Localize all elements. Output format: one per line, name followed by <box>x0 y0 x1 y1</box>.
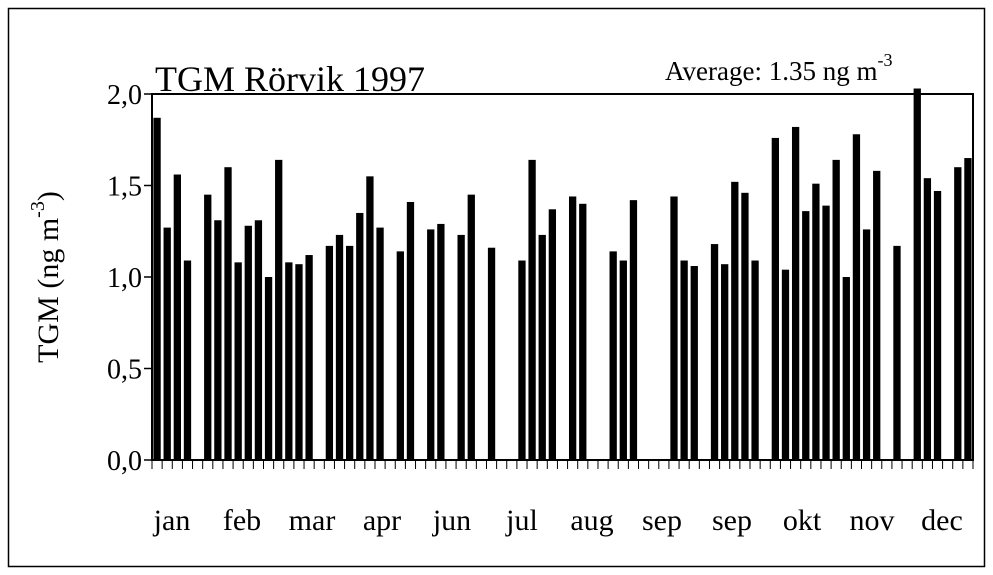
y-tick-label: 0,5 <box>107 355 142 386</box>
bar <box>528 159 536 460</box>
bar <box>518 260 526 460</box>
bar <box>964 158 972 461</box>
bar <box>427 229 435 460</box>
bar <box>183 260 192 460</box>
bar <box>234 262 242 460</box>
bar <box>670 196 678 461</box>
bar <box>396 251 404 460</box>
bar <box>781 269 790 460</box>
bar <box>457 234 465 460</box>
bar <box>295 264 303 460</box>
bar <box>224 167 232 460</box>
bar <box>721 264 729 460</box>
bar <box>153 117 161 460</box>
bar <box>751 260 759 460</box>
bar <box>305 255 313 460</box>
y-tick-label: 0,0 <box>107 446 142 477</box>
y-tick-label: 2,0 <box>107 80 142 111</box>
annotation-text: Average: 1.35 ng m <box>665 56 877 86</box>
bar <box>548 209 557 460</box>
bar <box>579 203 587 461</box>
x-label: sep <box>712 504 752 537</box>
x-label: aug <box>570 504 613 537</box>
bar <box>244 225 252 460</box>
bar <box>487 247 496 460</box>
bar <box>812 183 820 461</box>
bar <box>731 181 739 460</box>
x-label: feb <box>223 504 261 537</box>
bar <box>710 244 719 460</box>
bar <box>173 174 181 460</box>
bar <box>690 266 698 460</box>
bar <box>437 223 445 460</box>
bar <box>406 201 415 460</box>
bar <box>822 205 830 460</box>
bar <box>345 245 354 460</box>
x-label: jun <box>432 504 471 537</box>
bar <box>285 262 293 460</box>
x-label: jul <box>505 504 538 537</box>
bar <box>802 211 810 460</box>
bar <box>933 190 942 461</box>
annotation-superscript: -3 <box>877 50 892 70</box>
bar <box>467 194 475 460</box>
x-label: jan <box>153 504 191 537</box>
bar <box>791 126 800 460</box>
bar <box>609 251 617 460</box>
bar <box>629 200 638 460</box>
bar <box>680 260 688 460</box>
bar <box>538 234 546 460</box>
bar <box>366 176 374 460</box>
bar <box>254 220 263 460</box>
x-label: apr <box>363 504 401 537</box>
bar <box>832 159 840 460</box>
y-tick-label: 1,5 <box>107 172 142 203</box>
bar <box>214 220 222 460</box>
bar <box>862 229 871 460</box>
bar <box>741 192 749 460</box>
bar <box>954 167 962 460</box>
y-label-superscript: -3 <box>27 201 49 218</box>
x-label: okt <box>783 504 822 537</box>
y-axis-label: TGM (ng m-3) <box>27 191 65 363</box>
x-label: nov <box>850 504 895 537</box>
bar <box>923 178 932 460</box>
bar <box>264 277 273 460</box>
annotation: Average: 1.35 ng m-3 <box>665 50 892 86</box>
y-label-text: TGM (ng m <box>32 218 65 363</box>
bar <box>842 277 850 460</box>
x-label: mar <box>289 504 336 537</box>
bar <box>893 245 901 460</box>
bar <box>163 227 171 460</box>
chart-border <box>7 7 986 568</box>
bar <box>335 234 344 460</box>
x-label: dec <box>921 504 963 537</box>
bar <box>568 196 577 461</box>
bar <box>619 260 627 460</box>
bar <box>275 159 283 460</box>
bar <box>204 194 212 460</box>
x-label: sep <box>642 504 682 537</box>
bar <box>913 88 921 460</box>
y-tick-label: 1,0 <box>107 263 142 294</box>
bar <box>376 227 384 460</box>
bar <box>325 245 334 460</box>
bar <box>852 134 861 460</box>
chart-title: TGM Rörvik 1997 <box>155 59 425 99</box>
bar <box>873 170 881 461</box>
bar <box>771 137 780 461</box>
bar <box>356 212 364 460</box>
y-label-suffix: ) <box>32 191 65 201</box>
